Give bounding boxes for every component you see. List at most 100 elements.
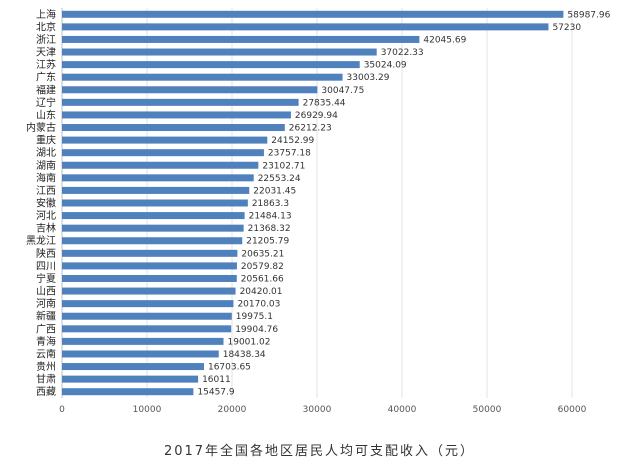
bar — [62, 300, 234, 308]
category-label: 河南 — [36, 297, 56, 310]
bar — [62, 287, 236, 295]
category-label: 广西 — [36, 323, 56, 335]
chart-caption: 2017年全国各地区居民人均可支配收入（元） — [163, 444, 476, 459]
bar — [62, 325, 232, 333]
data-label: 19001.02 — [228, 337, 271, 347]
category-label: 广东 — [36, 71, 56, 84]
data-label: 26929.94 — [295, 111, 338, 121]
bar — [62, 98, 299, 106]
category-label: 浙江 — [36, 34, 56, 46]
bar — [62, 86, 318, 94]
x-tick-label: 50000 — [473, 405, 502, 415]
category-label: 河北 — [36, 210, 56, 222]
bar — [62, 48, 377, 56]
data-label: 20635.21 — [241, 249, 284, 259]
data-label: 20561.66 — [241, 274, 284, 284]
category-label: 湖南 — [36, 159, 56, 172]
bar — [62, 73, 343, 81]
data-label: 27835.44 — [303, 98, 346, 108]
data-label: 20420.01 — [240, 287, 283, 297]
data-label: 57230 — [552, 23, 581, 33]
data-label: 30047.75 — [321, 86, 364, 96]
data-label: 15457.9 — [197, 388, 234, 398]
category-label: 云南 — [36, 347, 56, 360]
data-label: 42045.69 — [423, 35, 466, 45]
data-label: 35024.09 — [364, 61, 407, 71]
category-label: 新疆 — [36, 310, 56, 323]
bar — [62, 237, 243, 245]
x-tick-label: 20000 — [218, 405, 247, 415]
category-label: 海南 — [36, 171, 56, 184]
data-label: 16703.65 — [208, 363, 251, 373]
category-label: 黑龙江 — [26, 234, 56, 247]
x-tick-label: 30000 — [303, 405, 332, 415]
category-label: 四川 — [36, 261, 56, 272]
category-label: 青海 — [36, 335, 56, 348]
data-label: 19975.1 — [236, 312, 273, 322]
bar — [62, 337, 224, 345]
bar — [62, 61, 360, 69]
data-label: 37022.33 — [381, 48, 424, 58]
x-tick-label: 60000 — [558, 405, 587, 415]
category-label: 山东 — [36, 108, 56, 121]
data-label: 21205.79 — [246, 237, 289, 247]
data-label: 20170.03 — [237, 300, 280, 310]
data-label: 58987.96 — [567, 10, 610, 20]
data-label: 23102.71 — [262, 161, 305, 171]
bar — [62, 35, 420, 43]
data-label: 21484.13 — [249, 212, 292, 222]
bar — [62, 174, 254, 182]
category-label: 辽宁 — [36, 96, 56, 109]
category-label: 上海 — [36, 8, 56, 21]
category-label: 湖北 — [36, 147, 56, 159]
data-label: 33003.29 — [347, 73, 390, 83]
bar — [62, 23, 549, 31]
bar — [62, 199, 248, 207]
bar — [62, 10, 564, 18]
x-tick-label: 10000 — [133, 405, 162, 415]
bar — [62, 274, 237, 282]
bar — [62, 111, 291, 119]
category-label: 重庆 — [36, 134, 56, 147]
category-label: 福建 — [36, 83, 56, 96]
category-label: 山西 — [36, 286, 56, 298]
bar — [62, 350, 219, 358]
x-tick-label: 40000 — [388, 405, 417, 415]
category-label: 贵州 — [36, 360, 56, 373]
data-label: 16011 — [202, 375, 231, 385]
data-label: 19904.76 — [235, 325, 278, 335]
data-label: 20579.82 — [241, 262, 284, 272]
category-label: 天津 — [36, 47, 56, 59]
bar — [62, 124, 285, 132]
income-bar-chart: 0 10000 20000 30000 40000 50000 60000 上海 58987.9… — [26, 8, 611, 415]
data-label: 21368.32 — [248, 224, 291, 234]
category-label: 甘肃 — [36, 373, 56, 386]
bar — [62, 312, 232, 320]
x-tick-label: 0 — [59, 405, 65, 415]
bar — [62, 388, 194, 396]
category-label: 陕西 — [36, 247, 56, 260]
bar — [62, 186, 250, 194]
bar — [62, 262, 237, 270]
category-label: 安徽 — [36, 197, 56, 210]
data-label: 21863.3 — [252, 199, 289, 209]
bar — [62, 149, 264, 157]
bar — [62, 161, 259, 169]
data-label: 23757.18 — [268, 149, 311, 159]
bar — [62, 249, 238, 257]
category-label: 吉林 — [36, 222, 56, 235]
bar — [62, 363, 204, 371]
data-label: 24152.99 — [271, 136, 314, 146]
category-label: 内蒙古 — [26, 121, 56, 134]
category-label: 宁夏 — [36, 272, 56, 285]
bar — [62, 375, 199, 383]
data-label: 18438.34 — [223, 350, 266, 360]
data-label: 22031.45 — [253, 186, 296, 196]
data-label: 26212.23 — [289, 124, 332, 134]
bar — [62, 224, 244, 232]
category-label: 江苏 — [36, 58, 56, 71]
category-label: 西藏 — [36, 386, 56, 398]
category-label: 江西 — [36, 185, 56, 197]
bar — [62, 136, 268, 144]
bar — [62, 212, 245, 220]
